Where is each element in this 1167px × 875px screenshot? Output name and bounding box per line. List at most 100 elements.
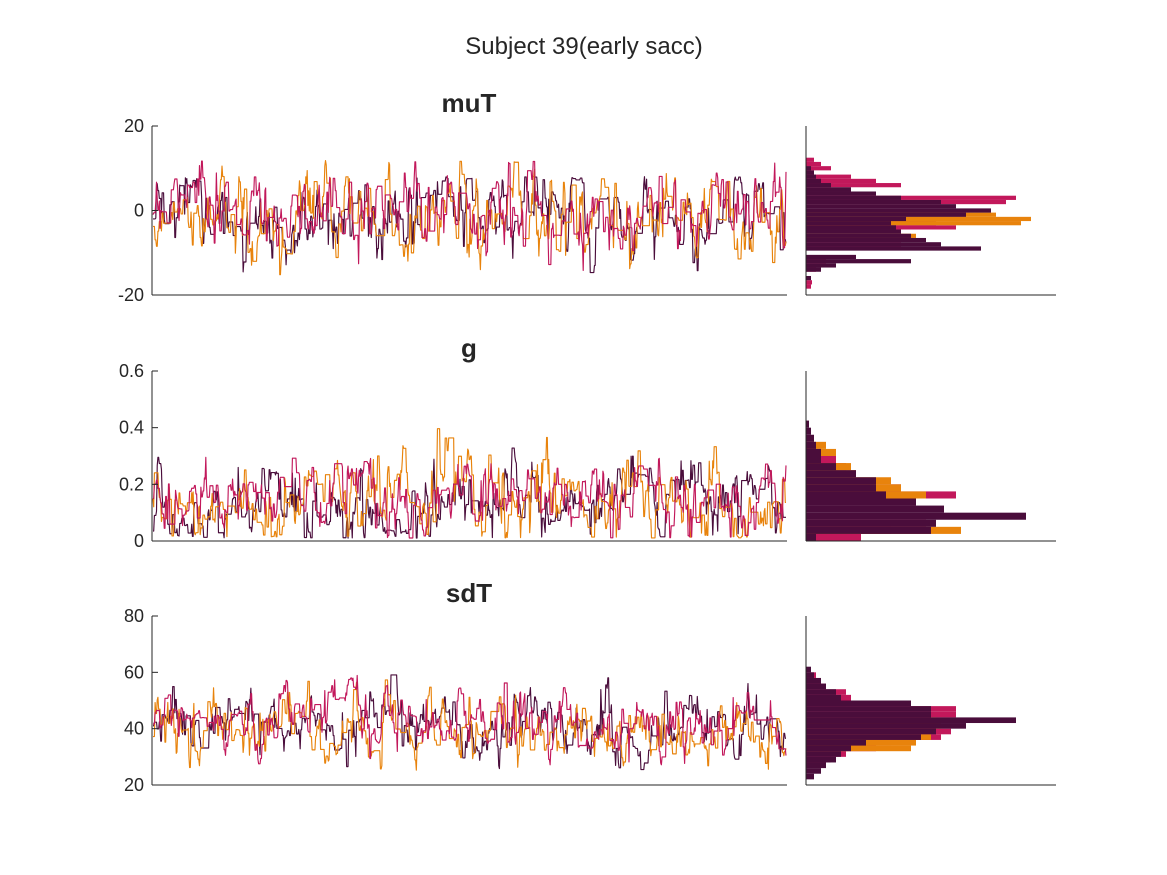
- hist-bar: [806, 456, 821, 464]
- panel-0: muT -20 0 20: [118, 88, 1056, 305]
- trace-series-0: [153, 176, 787, 274]
- y-tick-label: 0.6: [119, 361, 144, 381]
- hist-bar: [806, 225, 896, 230]
- panel-2: sdT 20 40 60 80: [124, 578, 1056, 795]
- hist-bar: [806, 739, 866, 746]
- hist-bar: [806, 254, 856, 260]
- trace-series-0: [153, 447, 786, 539]
- panels: muT -20 0 20 g 0 0.2 0.4 0.6 sdT 20 40 60 80: [118, 88, 1056, 795]
- hist-bar: [806, 498, 916, 506]
- hist-bar: [806, 734, 921, 740]
- trace-series-2: [153, 679, 787, 771]
- hist-bar: [806, 706, 931, 712]
- panel-title: g: [461, 333, 477, 363]
- trace-series-1: [152, 160, 787, 272]
- hist-bar: [806, 178, 821, 184]
- hist-bar: [806, 768, 821, 774]
- hist-bar: [806, 204, 956, 209]
- hist-bar: [806, 263, 836, 268]
- hist-bar: [806, 174, 851, 179]
- hist-bar: [806, 191, 876, 196]
- hist-bar: [806, 166, 831, 171]
- histogram: [806, 157, 1031, 289]
- hist-bar: [806, 700, 911, 707]
- hist-bar: [806, 208, 991, 213]
- panel-title: sdT: [446, 578, 492, 608]
- hist-bar: [806, 170, 814, 175]
- hist-bar: [806, 751, 841, 757]
- hist-bar: [806, 484, 876, 492]
- y-tick-label: 40: [124, 719, 144, 739]
- hist-bar: [806, 187, 851, 192]
- hist-bar: [806, 229, 901, 234]
- hist-bar: [806, 533, 816, 541]
- hist-bar: [806, 723, 966, 729]
- hist-bar: [806, 246, 981, 251]
- panel-title: muT: [442, 88, 497, 118]
- hist-bar: [806, 470, 856, 478]
- hist-bar: [806, 195, 1016, 200]
- y-tick-label: 20: [124, 775, 144, 795]
- hist-bar: [806, 174, 816, 179]
- trace-group: [152, 428, 787, 539]
- y-tick-label: 0: [134, 531, 144, 551]
- hist-bar: [806, 762, 826, 769]
- hist-bar: [806, 526, 931, 534]
- trace-group: [153, 674, 787, 771]
- figure-title: Subject 39(early sacc): [465, 33, 702, 60]
- hist-bar: [806, 505, 944, 513]
- hist-bar: [806, 745, 911, 752]
- hist-bar: [806, 717, 1016, 724]
- hist-bar: [806, 512, 1026, 520]
- hist-bar: [806, 178, 876, 184]
- hist-bar: [806, 166, 811, 171]
- hist-bar: [806, 519, 936, 527]
- hist-bar: [806, 491, 886, 499]
- hist-bar: [806, 242, 941, 247]
- hist-bar: [806, 434, 814, 442]
- hist-bar: [806, 233, 911, 238]
- hist-bar: [806, 427, 811, 435]
- hist-bar: [806, 666, 811, 673]
- y-tick-label: 20: [124, 116, 144, 136]
- hist-bar: [806, 463, 836, 471]
- hist-bar: [806, 275, 811, 281]
- hist-bar: [806, 216, 906, 222]
- hist-bar: [806, 773, 814, 780]
- y-tick-label: 0.4: [119, 418, 144, 438]
- histogram: [806, 666, 1016, 780]
- hist-bar: [806, 157, 814, 162]
- hist-bar: [806, 672, 814, 678]
- hist-bar: [806, 161, 821, 167]
- histogram: [806, 420, 1026, 541]
- hist-bar: [806, 689, 836, 695]
- panel-1: g 0 0.2 0.4 0.6: [119, 333, 1056, 551]
- y-tick-label: 0: [134, 201, 144, 221]
- y-tick-label: 60: [124, 662, 144, 682]
- hist-bar: [806, 477, 876, 485]
- hist-bar: [806, 267, 821, 272]
- hist-bar: [806, 221, 891, 226]
- hist-bar: [806, 221, 1021, 226]
- hist-bar: [806, 745, 851, 752]
- hist-bar: [806, 756, 836, 763]
- hist-bar: [806, 280, 812, 285]
- hist-bar: [806, 728, 936, 735]
- hist-bar: [806, 533, 861, 541]
- hist-bar: [806, 441, 816, 449]
- trace-group: [152, 160, 787, 276]
- trace-series-1: [153, 674, 787, 766]
- hist-bar: [806, 420, 809, 428]
- hist-bar: [806, 199, 941, 205]
- hist-bar: [806, 183, 831, 188]
- trace-series-1: [153, 456, 787, 539]
- hist-bar: [806, 677, 821, 684]
- hist-bar: [806, 237, 926, 243]
- y-tick-label: -20: [118, 285, 144, 305]
- hist-bar: [806, 711, 931, 718]
- hist-bar: [806, 183, 901, 188]
- y-tick-label: 0.2: [119, 474, 144, 494]
- hist-bar: [806, 216, 1031, 222]
- hist-bar: [806, 212, 966, 217]
